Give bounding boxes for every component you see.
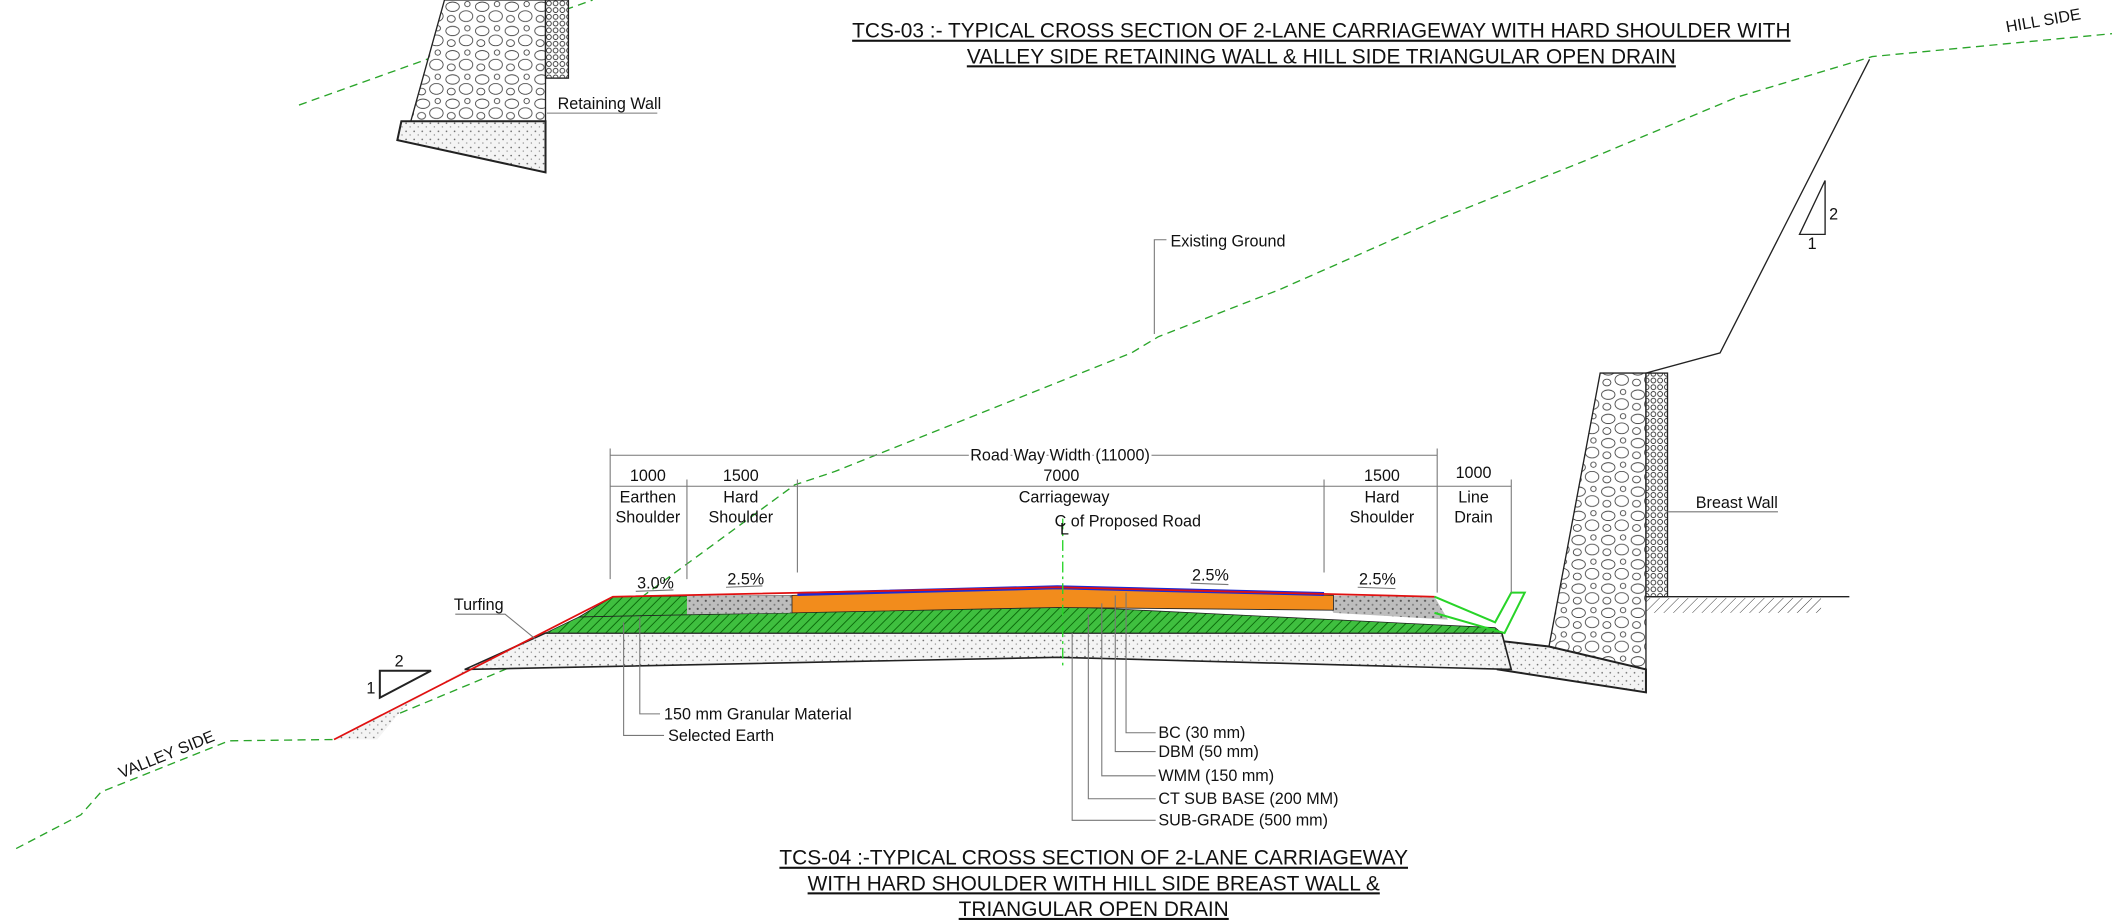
hard-shoulder — [1324, 595, 1448, 620]
dimension-label: Hard — [723, 488, 758, 506]
slope-rise: 2 — [395, 653, 404, 671]
retaining-wall — [409, 0, 547, 122]
label: Existing Ground — [1170, 232, 1285, 250]
dimension-value: 1500 — [1364, 467, 1400, 485]
label: 150 mm Granular Material — [664, 705, 852, 723]
label: Breast Wall — [1696, 494, 1778, 512]
dimension-value: 1000 — [630, 467, 666, 485]
centerline-symbol: C of Proposed Road — [1055, 513, 1201, 531]
line-drain — [1434, 591, 1527, 635]
breast-wall — [1548, 372, 1647, 671]
leader — [623, 616, 665, 736]
leader — [455, 613, 536, 639]
title-line: VALLEY SIDE RETAINING WALL & HILL SIDE T… — [967, 45, 1676, 68]
slope-arrows — [635, 582, 1396, 592]
dimension-value: 1500 — [723, 467, 759, 485]
ground-hatch — [1645, 598, 1822, 613]
label: Turfing — [454, 596, 504, 614]
slope-run: 1 — [366, 680, 375, 698]
label: Retaining Wall — [558, 95, 662, 113]
title-line: TRIANGULAR OPEN DRAIN — [959, 898, 1229, 921]
leader — [1153, 239, 1167, 335]
sub-grade — [464, 632, 1513, 671]
wall-footing — [396, 120, 547, 174]
cross-slope: 2.5% — [1192, 567, 1229, 585]
label: HILL SIDE — [2005, 5, 2083, 36]
label: WMM (150 mm) — [1158, 767, 1274, 785]
label: CT SUB BASE (200 MM) — [1158, 790, 1338, 808]
label: SUB-GRADE (500 mm) — [1158, 812, 1328, 830]
slope-triangle — [1798, 180, 1826, 236]
label: Selected Earth — [668, 727, 774, 745]
cut-slope — [1645, 58, 1871, 374]
dimension-label: Shoulder — [616, 509, 681, 527]
dimension-label: Earthen — [620, 488, 677, 506]
leader — [1071, 592, 1156, 821]
dimension-label: Drain — [1454, 509, 1493, 527]
label: BC (30 mm) — [1158, 724, 1245, 742]
dimension-value: 7000 — [1043, 467, 1079, 485]
dimension-label: Line — [1458, 488, 1489, 506]
slope-rise: 2 — [1829, 206, 1838, 224]
label: VALLEY SIDE — [116, 727, 217, 782]
title-line: TCS-03 :- TYPICAL CROSS SECTION OF 2-LAN… — [852, 20, 1790, 43]
cross-slope: 3.0% — [637, 575, 674, 593]
dimension-value: 1000 — [1456, 464, 1492, 482]
title-line: TCS-04 :-TYPICAL CROSS SECTION OF 2-LANE… — [779, 847, 1408, 870]
cross-slope: 2.5% — [727, 571, 764, 589]
slope-triangle — [378, 669, 432, 700]
dimension-label: Shoulder — [708, 509, 773, 527]
wall-backfill — [1645, 372, 1669, 598]
hard-shoulder — [686, 595, 792, 615]
dimension-label: Hard — [1364, 488, 1399, 506]
dimension-label: Shoulder — [1350, 509, 1415, 527]
slope-run: 1 — [1808, 235, 1817, 253]
dimension-label: Carriageway — [1019, 488, 1111, 506]
cross-slope: 2.5% — [1359, 571, 1396, 589]
label: DBM (50 mm) — [1158, 743, 1259, 761]
existing-ground-line — [15, 33, 2112, 850]
centerline-symbol: L — [1060, 521, 1069, 539]
finished-surface — [333, 586, 1435, 741]
wall-backfill — [544, 0, 570, 79]
title-line: WITH HARD SHOULDER WITH HILL SIDE BREAST… — [808, 872, 1380, 895]
dimension-lines — [609, 448, 1512, 593]
dimension-label: Road Way Width (11000) — [970, 447, 1150, 465]
